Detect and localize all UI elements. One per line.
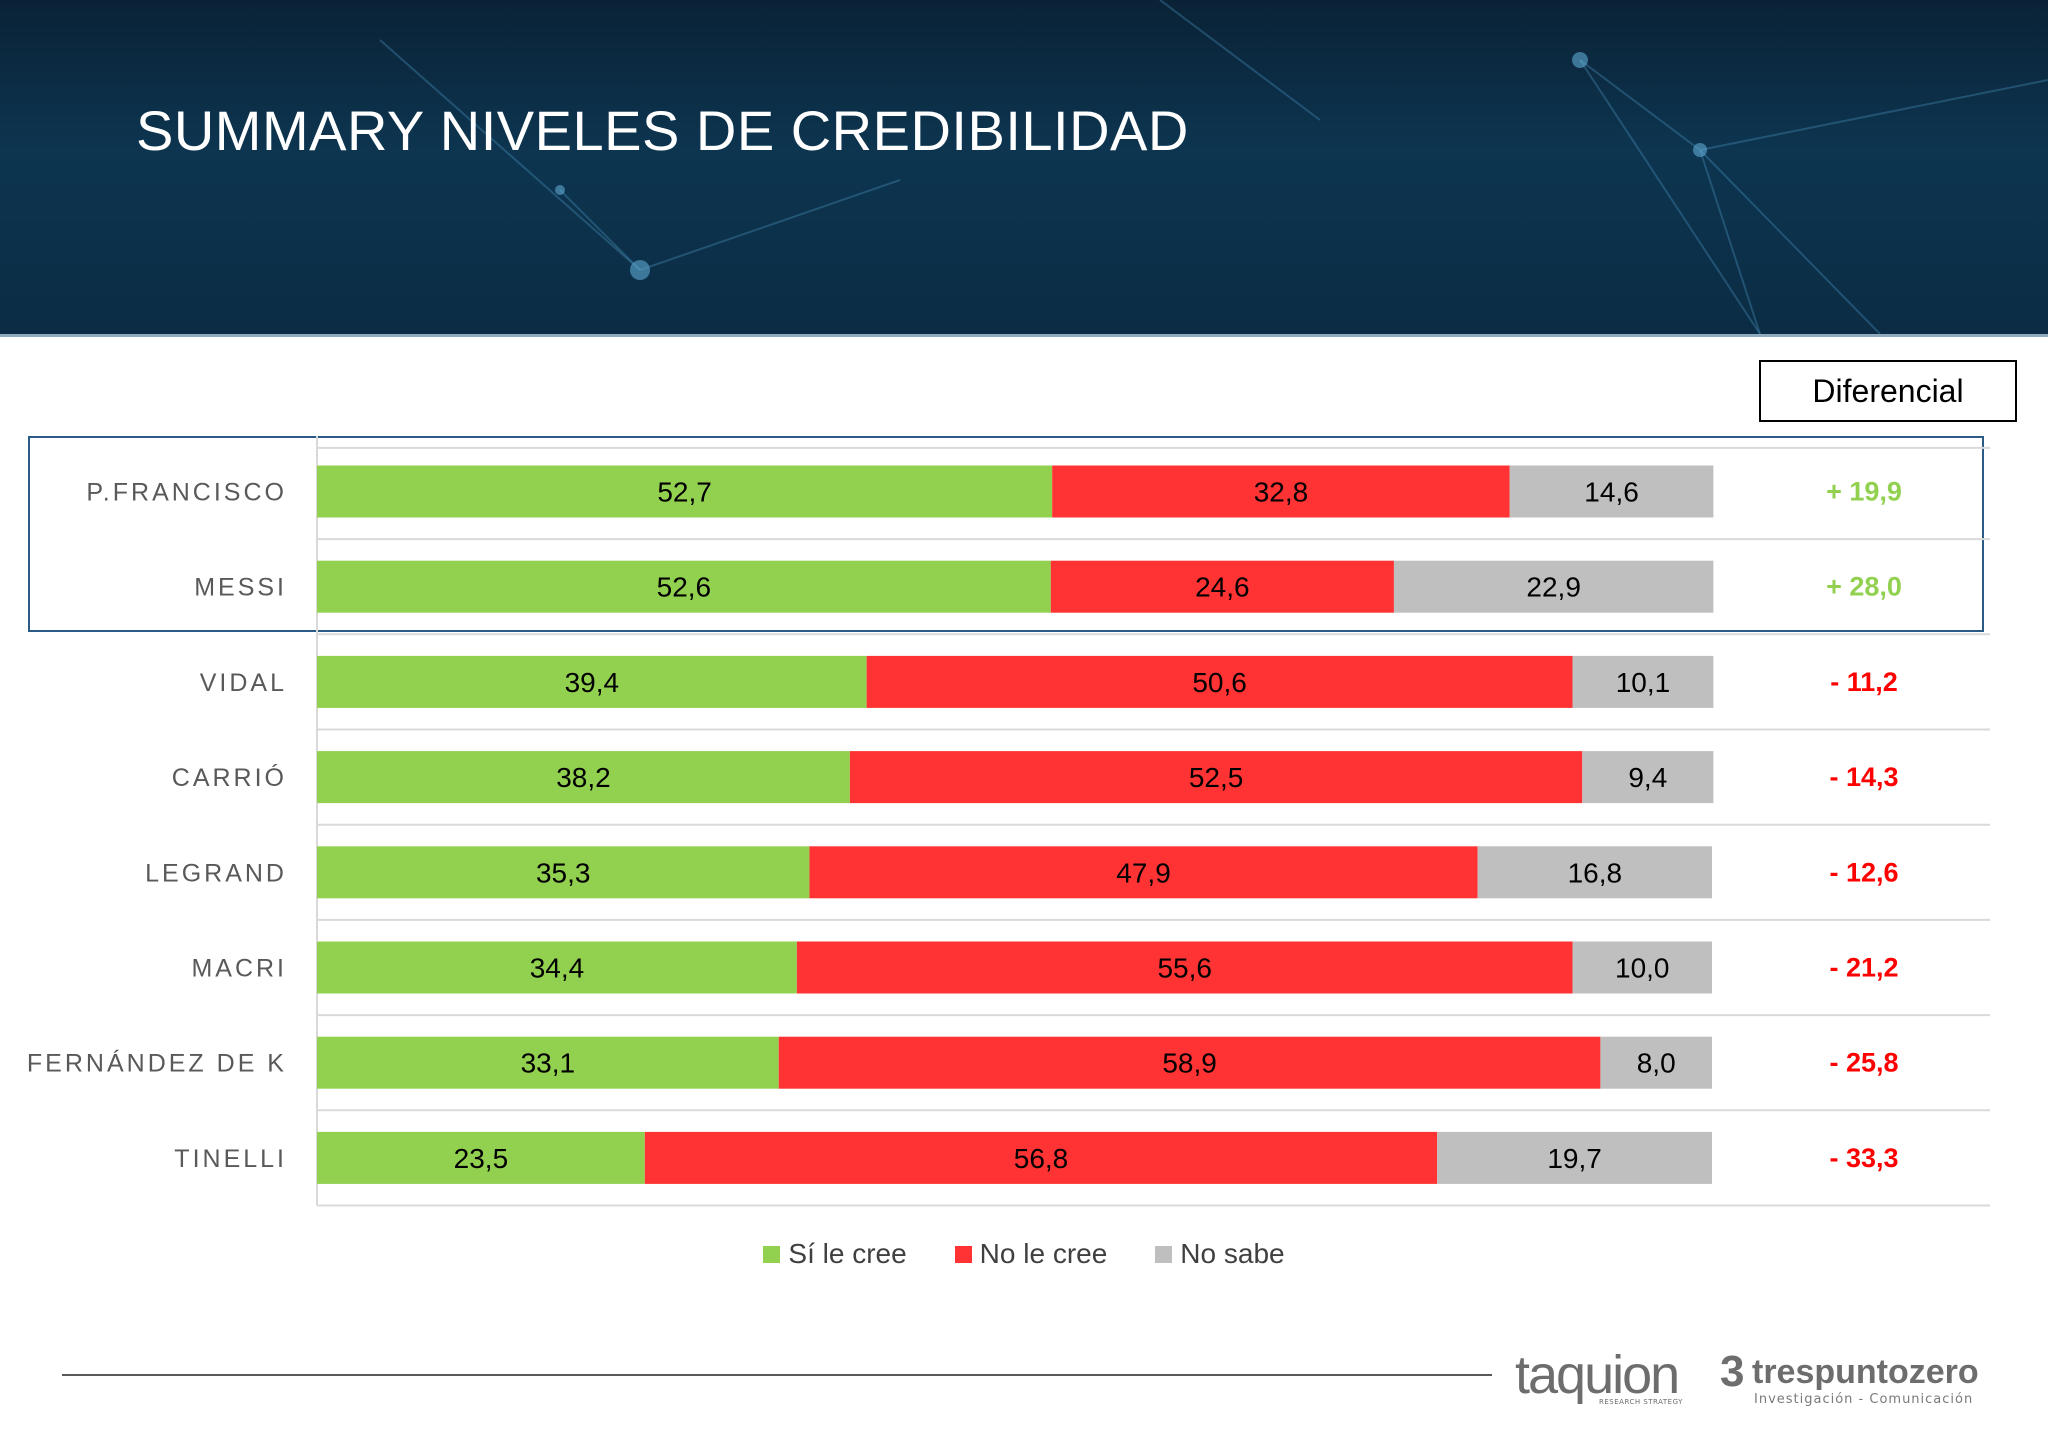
bar-no-le-cree-tinelli (644, 1131, 1438, 1184)
bar-no-sabe-fernandez-de-k (1600, 1036, 1712, 1089)
data-label-no-le-cree-macri: 55,6 (1157, 953, 1212, 984)
data-label-si-le-cree-p-francisco: 52,7 (657, 477, 712, 508)
legend-item-no-le-cree: No le cree (954, 1238, 1108, 1270)
network-background-graphic (379, 0, 2048, 334)
data-label-si-le-cree-messi: 52,6 (657, 572, 712, 603)
legend-swatch (763, 1245, 781, 1263)
trespuntozero-logo-wordmark: trespuntozero (1752, 1353, 1979, 1391)
bar-no-sabe-p-francisco (1509, 465, 1714, 518)
bar-no-le-cree-carrio (849, 751, 1583, 804)
category-label-tinelli: TINELLI (174, 1145, 287, 1173)
bar-si-le-cree-messi (317, 560, 1051, 613)
data-label-no-le-cree-fernandez-de-k: 58,9 (1162, 1048, 1217, 1079)
data-label-no-sabe-legrand: 16,8 (1568, 857, 1623, 888)
trespuntozero-logo-mark: 3 (1720, 1347, 1745, 1396)
data-label-no-sabe-fernandez-de-k: 8,0 (1637, 1048, 1676, 1079)
differential-header: Diferencial (1759, 360, 2017, 422)
data-label-si-le-cree-tinelli: 23,5 (454, 1143, 509, 1174)
data-label-si-le-cree-carrio: 38,2 (556, 762, 611, 793)
data-label-no-sabe-macri: 10,0 (1615, 953, 1670, 984)
bar-si-le-cree-fernandez-de-k (317, 1036, 779, 1089)
legend-item-si-le-cree: Sí le cree (763, 1238, 907, 1270)
data-label-no-le-cree-carrio: 52,5 (1189, 762, 1244, 793)
data-label-no-le-cree-messi: 24,6 (1195, 572, 1250, 603)
differential-value-vidal: - 11,2 (1830, 667, 1898, 697)
bar-si-le-cree-carrio (317, 751, 850, 804)
category-label-carrio: CARRIÓ (172, 763, 287, 792)
data-label-si-le-cree-fernandez-de-k: 33,1 (521, 1048, 576, 1079)
highlight-box (28, 436, 1984, 632)
bar-si-le-cree-legrand (317, 846, 810, 899)
data-label-si-le-cree-legrand: 35,3 (536, 857, 591, 888)
bar-no-sabe-macri (1572, 941, 1712, 994)
legend-swatch (954, 1245, 972, 1263)
bar-no-le-cree-fernandez-de-k (778, 1036, 1601, 1089)
differential-value-legrand: - 12,6 (1829, 857, 1898, 887)
legend-label: Sí le cree (788, 1238, 907, 1269)
category-label-fernandez-de-k: FERNÁNDEZ DE K (27, 1049, 287, 1078)
bar-no-sabe-vidal (1572, 655, 1714, 708)
data-label-si-le-cree-macri: 34,4 (530, 953, 585, 984)
header-banner: SUMMARY NIVELES DE CREDIBILIDAD (0, 0, 2048, 334)
differential-value-tinelli: - 33,3 (1829, 1143, 1898, 1173)
bar-no-le-cree-vidal (866, 655, 1573, 708)
data-label-no-le-cree-legrand: 47,9 (1116, 857, 1171, 888)
footer-divider (62, 1374, 1492, 1376)
data-label-no-sabe-messi: 22,9 (1526, 572, 1581, 603)
bar-no-le-cree-messi (1050, 560, 1394, 613)
bar-si-le-cree-tinelli (317, 1131, 645, 1184)
bar-no-sabe-carrio (1582, 751, 1714, 804)
category-label-messi: MESSI (194, 574, 287, 602)
differential-value-p-francisco: + 19,9 (1826, 477, 1902, 507)
data-label-no-sabe-p-francisco: 14,6 (1584, 477, 1639, 508)
chart-legend: Sí le cree No le cree No sabe (0, 1238, 2048, 1270)
differential-value-messi: + 28,0 (1826, 572, 1902, 602)
bar-si-le-cree-vidal (317, 655, 867, 708)
bar-no-le-cree-macri (796, 941, 1573, 994)
data-label-no-sabe-tinelli: 19,7 (1547, 1143, 1602, 1174)
differential-value-macri: - 21,2 (1829, 953, 1898, 983)
data-label-no-sabe-vidal: 10,1 (1616, 667, 1671, 698)
legend-swatch (1155, 1245, 1173, 1263)
legend-item-no-sabe: No sabe (1155, 1238, 1285, 1270)
page-title: SUMMARY NIVELES DE CREDIBILIDAD (136, 99, 1189, 162)
bar-si-le-cree-macri (317, 941, 797, 994)
legend-label: No sabe (1180, 1238, 1285, 1269)
data-label-no-sabe-carrio: 9,4 (1628, 762, 1667, 793)
taquion-logo-tagline: RESEARCH STRATEGY (1599, 1398, 1683, 1406)
legend-label: No le cree (979, 1238, 1108, 1269)
header-divider (0, 334, 2048, 337)
bar-si-le-cree-p-francisco (317, 465, 1053, 518)
differential-value-carrio: - 14,3 (1829, 762, 1898, 792)
category-label-vidal: VIDAL (200, 669, 287, 697)
category-label-p-francisco: P.FRANCISCO (86, 479, 287, 507)
trespuntozero-logo-tagline: Investigación - Comunicación (1754, 1392, 1974, 1407)
data-label-no-le-cree-tinelli: 56,8 (1014, 1143, 1069, 1174)
differential-value-fernandez-de-k: - 25,8 (1829, 1048, 1898, 1078)
data-label-no-le-cree-p-francisco: 32,8 (1254, 477, 1309, 508)
bar-no-sabe-tinelli (1437, 1131, 1712, 1184)
bar-no-sabe-legrand (1477, 846, 1712, 899)
data-label-si-le-cree-vidal: 39,4 (565, 667, 620, 698)
bar-no-le-cree-legrand (809, 846, 1478, 899)
data-label-no-le-cree-vidal: 50,6 (1192, 667, 1247, 698)
bar-no-le-cree-p-francisco (1052, 465, 1510, 518)
bar-no-sabe-messi (1393, 560, 1714, 613)
trespuntozero-logo: 3 trespuntozero Investigación - Comunica… (1720, 1350, 1990, 1410)
taquion-logo: taquion RESEARCH STRATEGY (1515, 1348, 1705, 1408)
taquion-logo-wordmark: taquion (1515, 1345, 1680, 1405)
category-label-macri: MACRI (191, 955, 287, 983)
category-label-legrand: LEGRAND (145, 859, 287, 887)
